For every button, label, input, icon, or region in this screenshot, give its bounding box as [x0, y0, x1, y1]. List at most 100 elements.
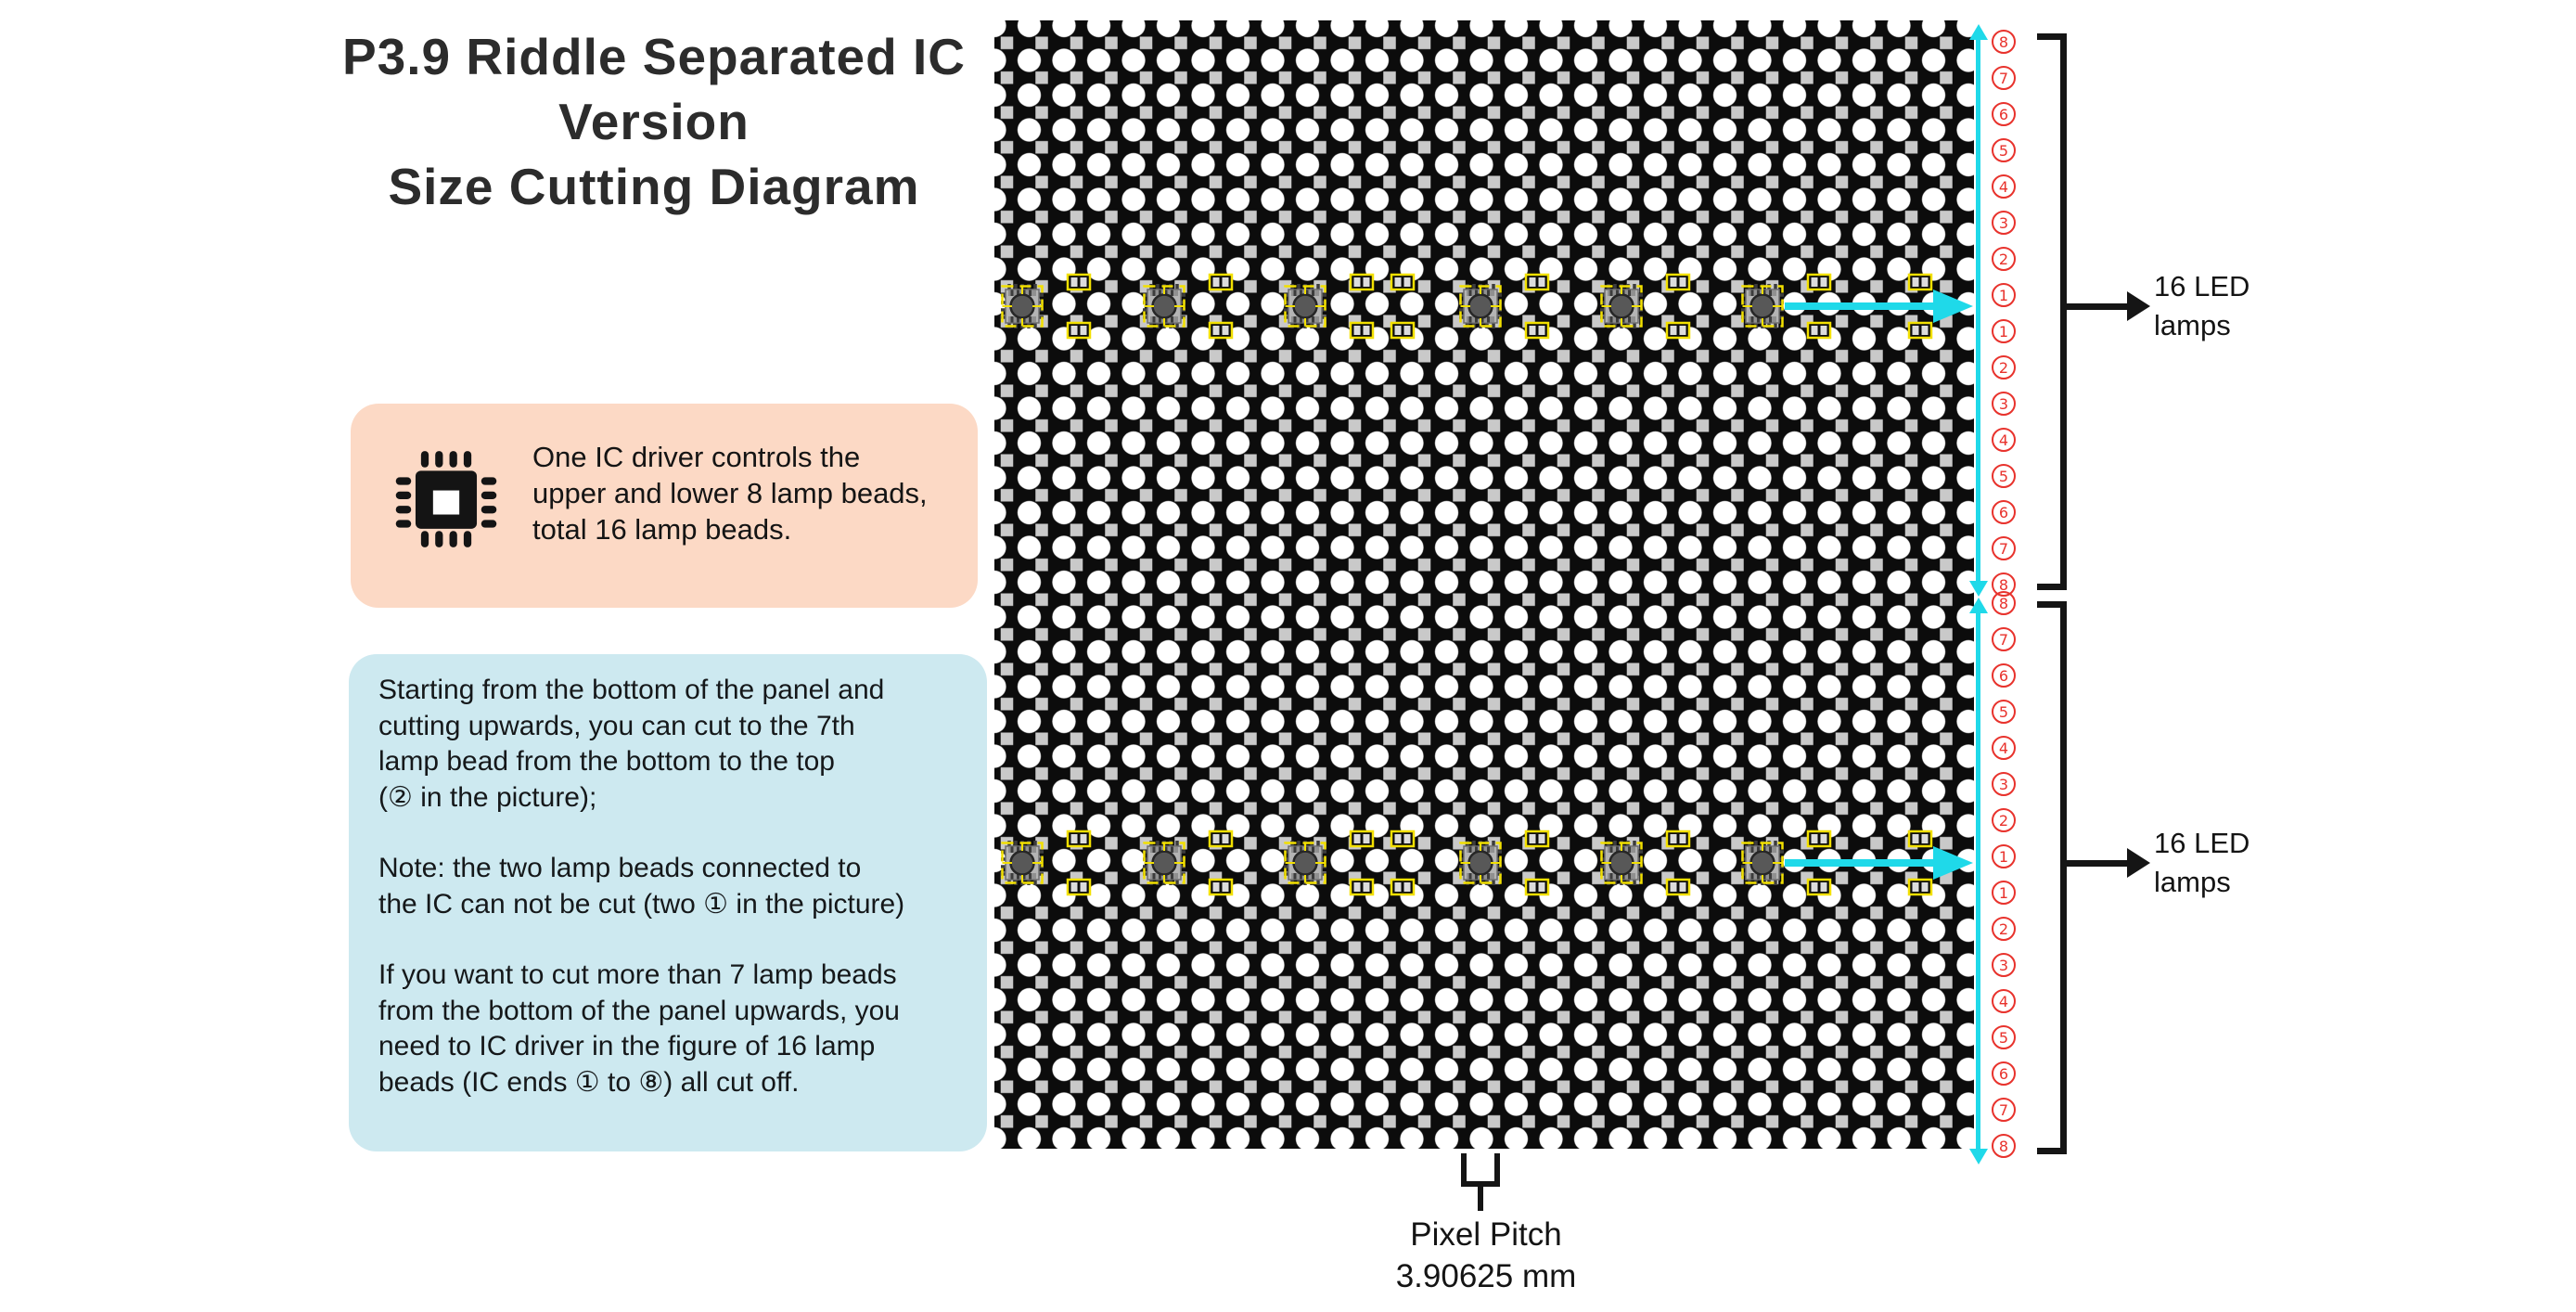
bracket-1-top-tick — [2037, 33, 2067, 40]
bracket-1-bottom-tick — [2037, 584, 2067, 590]
smd-component — [1349, 273, 1375, 291]
lamp-index-badge: 7 — [1992, 1098, 2016, 1122]
lamp-index-badge: 3 — [1992, 953, 2016, 977]
lamp-index-badge: 5 — [1992, 138, 2016, 162]
lamp-index-badge: 2 — [1992, 917, 2016, 941]
ic-driver-chip — [999, 839, 1045, 887]
smd-component — [1390, 878, 1416, 896]
lamp-index-badge: 1 — [1992, 283, 2016, 307]
smd-component — [1066, 878, 1092, 896]
height-arrow-line-1 — [1976, 37, 1980, 583]
pitch-bracket-bottom — [1461, 1181, 1500, 1187]
lamps-count-label-2: 16 LED lamps — [2154, 827, 2250, 898]
ic-row-arrow-head — [1933, 289, 1973, 323]
lamp-index-badge: 8 — [1992, 30, 2016, 54]
lamp-index-badge: 3 — [1992, 211, 2016, 235]
smd-component — [1907, 830, 1933, 848]
ic-driver-chip — [1457, 282, 1504, 330]
lamp-index-badge: 6 — [1992, 663, 2016, 688]
smd-component — [1349, 878, 1375, 896]
smd-component — [1524, 321, 1550, 340]
smd-component — [1349, 830, 1375, 848]
page-title-line3: Size Cutting Diagram — [388, 158, 920, 215]
height-arrow-line-2 — [1976, 611, 1980, 1151]
lamp-index-badge: 2 — [1992, 355, 2016, 379]
smd-component — [1390, 273, 1416, 291]
bracket-2-top-tick — [2037, 601, 2067, 608]
led-mesh-pattern — [994, 20, 1974, 1149]
lamps-arrow-shaft-2 — [2067, 860, 2128, 867]
lamp-index-badge: 6 — [1992, 102, 2016, 126]
lamp-index-badge: 1 — [1992, 881, 2016, 905]
lamp-index-badge: 5 — [1992, 700, 2016, 724]
smd-component — [1390, 830, 1416, 848]
height-arrow-top-head-1 — [1969, 24, 1988, 40]
ic-driver-chip — [999, 282, 1045, 330]
smd-component — [1907, 273, 1933, 291]
smd-component — [1349, 321, 1375, 340]
ic-driver-chip — [1282, 839, 1328, 887]
lamp-index-badge: 3 — [1992, 392, 2016, 416]
lamp-index-badge: 4 — [1992, 174, 2016, 199]
smd-component — [1524, 830, 1550, 848]
bracket-2-bottom-tick — [2037, 1148, 2067, 1154]
lamps-arrow-head-1 — [2127, 291, 2150, 321]
smd-component — [1665, 321, 1691, 340]
lamp-number-scale-2: 8 7 6 5 4 3 2 1 1 2 3 4 5 6 7 8 — [1990, 591, 2018, 1158]
lamp-index-badge: 1 — [1992, 844, 2016, 868]
lamp-index-badge: 3 — [1992, 772, 2016, 796]
smd-component — [1208, 273, 1234, 291]
lamp-index-badge: 8 — [1992, 591, 2016, 615]
note-paragraph-3: If you want to cut more than 7 lamp bead… — [378, 959, 900, 1098]
smd-component — [1208, 830, 1234, 848]
pitch-bracket-right — [1494, 1153, 1500, 1187]
smd-component — [1665, 273, 1691, 291]
lamp-index-badge: 4 — [1992, 989, 2016, 1013]
smd-component — [1208, 878, 1234, 896]
smd-component — [1390, 321, 1416, 340]
ic-row-arrow-head — [1933, 846, 1973, 880]
lamp-index-badge: 2 — [1992, 247, 2016, 271]
lamp-index-badge: 1 — [1992, 319, 2016, 343]
ic-driver-chip — [1739, 282, 1786, 330]
lamp-index-badge: 7 — [1992, 627, 2016, 651]
ic-driver-chip — [1141, 839, 1187, 887]
smd-component — [1806, 878, 1832, 896]
ic-driver-chip — [1141, 282, 1187, 330]
height-arrow-top-head-2 — [1969, 598, 1988, 613]
bracket-1-line — [2060, 33, 2067, 590]
pitch-bracket-left — [1461, 1153, 1467, 1187]
cutting-note-box: Starting from the bottom of the panel an… — [349, 654, 987, 1151]
lamp-index-badge: 2 — [1992, 808, 2016, 832]
smd-component — [1665, 878, 1691, 896]
pitch-bracket-stem — [1478, 1187, 1483, 1211]
page-title-line1: P3.9 Riddle Separated IC — [342, 28, 966, 85]
smd-component — [1806, 830, 1832, 848]
lamp-index-badge: 6 — [1992, 500, 2016, 524]
ic-driver-info-text: One IC driver controls the upper and low… — [532, 441, 928, 546]
led-panel — [994, 20, 1974, 1149]
lamp-index-badge: 5 — [1992, 1025, 2016, 1049]
page-title-line2: Version — [558, 93, 750, 150]
pixel-pitch-value: 3.90625 mm — [1395, 1258, 1577, 1294]
smd-component — [1066, 830, 1092, 848]
smd-component — [1066, 273, 1092, 291]
lamps-arrow-shaft-1 — [2067, 303, 2128, 310]
lamps-count-label-1: 16 LED lamps — [2154, 270, 2250, 341]
lamp-index-badge: 7 — [1992, 66, 2016, 90]
smd-component — [1907, 321, 1933, 340]
smd-component — [1066, 321, 1092, 340]
note-paragraph-1: Starting from the bottom of the panel an… — [378, 675, 885, 813]
lamp-index-badge: 5 — [1992, 464, 2016, 488]
ic-driver-chip — [1739, 839, 1786, 887]
smd-component — [1524, 273, 1550, 291]
smd-component — [1208, 321, 1234, 340]
ic-driver-chip — [1598, 839, 1645, 887]
ic-driver-info-box: One IC driver controls the upper and low… — [351, 404, 978, 608]
note-paragraph-2: Note: the two lamp beads connected to th… — [378, 853, 905, 920]
bracket-2-line — [2060, 601, 2067, 1154]
smd-component — [1806, 321, 1832, 340]
pixel-pitch-callout: Pixel Pitch 3.90625 mm — [1342, 1214, 1630, 1297]
